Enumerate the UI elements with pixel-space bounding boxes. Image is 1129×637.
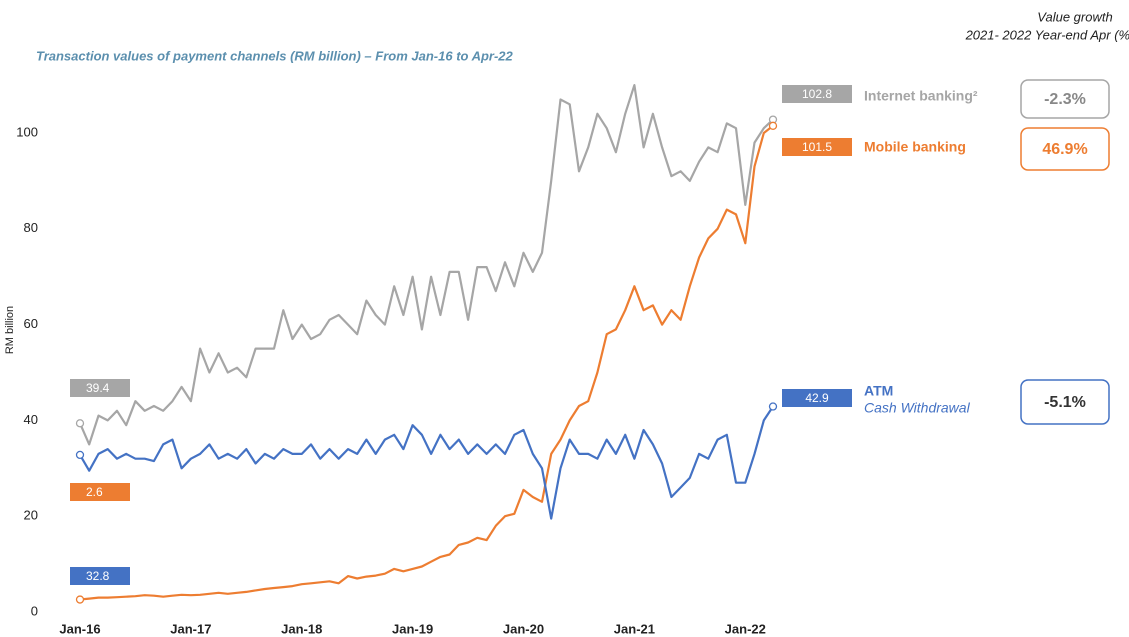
end-marker (768, 121, 778, 130)
series-line (79, 405, 774, 520)
x-tick-label: Jan-17 (170, 621, 211, 636)
x-tick-label: Jan-20 (503, 621, 544, 636)
growth-label: -5.1% (1044, 394, 1086, 411)
start-label: 39.4 (86, 381, 110, 395)
start-label-box (70, 379, 130, 397)
y-tick-label: 60 (24, 316, 38, 331)
growth-label: 46.9% (1042, 141, 1087, 158)
series-subname: Cash Withdrawal (864, 400, 971, 416)
x-tick-label: Jan-16 (59, 621, 100, 636)
start-label-box (70, 567, 130, 585)
end-label-box (782, 85, 852, 103)
start-label-box (70, 483, 130, 501)
end-marker (75, 419, 85, 428)
y-axis-label: RM billion (4, 306, 16, 354)
series-name: ATM (864, 383, 893, 399)
x-tick-label: Jan-21 (614, 621, 655, 636)
series-line (78, 83, 774, 446)
growth-box (1020, 79, 1110, 119)
chart-subtitle: Transaction values of payment channels (… (36, 48, 514, 63)
series-name: Internet banking² (864, 88, 978, 104)
growth-label: -2.3% (1044, 91, 1086, 108)
y-tick-label: 100 (16, 124, 38, 139)
y-tick-label: 0 (31, 603, 38, 618)
end-label-box (782, 138, 852, 156)
end-label: 42.9 (805, 391, 829, 405)
growth-title: Value growth (1037, 9, 1112, 24)
x-tick-label: Jan-19 (392, 621, 433, 636)
start-label: 32.8 (86, 569, 110, 583)
end-label: 102.8 (802, 87, 832, 101)
end-label: 101.5 (802, 140, 832, 154)
x-tick-label: Jan-18 (281, 621, 322, 636)
series-name: Mobile banking (864, 139, 966, 155)
end-marker (768, 402, 778, 411)
y-tick-label: 20 (24, 508, 38, 523)
end-label-box (782, 389, 852, 407)
end-marker (75, 595, 85, 604)
start-label: 2.6 (86, 485, 103, 499)
growth-box (1020, 127, 1110, 171)
series-line (79, 124, 774, 601)
growth-box (1020, 379, 1110, 425)
x-tick-label: Jan-22 (725, 621, 766, 636)
y-tick-label: 40 (24, 412, 38, 427)
growth-subtitle: 2021- 2022 Year-end Apr (%) (965, 27, 1129, 42)
end-marker (75, 450, 85, 460)
y-tick-label: 80 (24, 220, 38, 235)
